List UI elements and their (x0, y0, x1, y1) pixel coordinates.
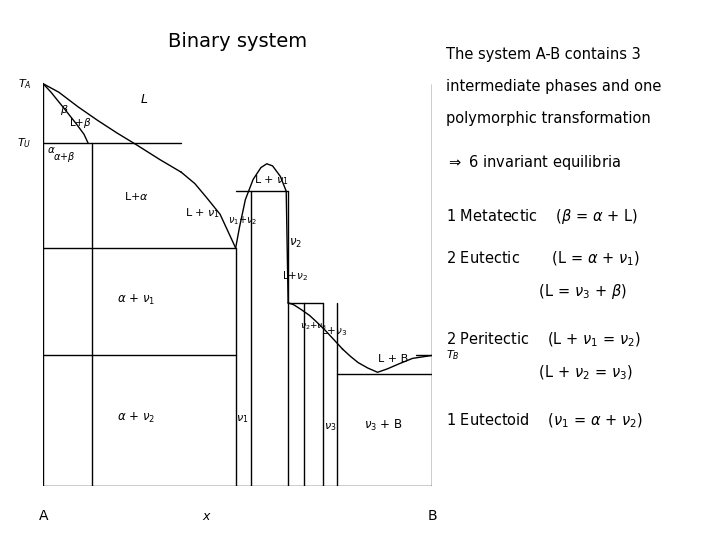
Text: $\nu_3$: $\nu_3$ (324, 421, 336, 433)
Text: $\nu_2$+$\nu_3$: $\nu_2$+$\nu_3$ (300, 320, 327, 332)
Text: 1 Metatectic    ($\beta$ = $\alpha$ + L): 1 Metatectic ($\beta$ = $\alpha$ + L) (446, 206, 638, 226)
Text: L+$\alpha$: L+$\alpha$ (124, 190, 149, 201)
Text: B: B (427, 509, 437, 523)
Text: L+$\nu_3$: L+$\nu_3$ (321, 325, 347, 338)
Text: $\alpha$+$\beta$: $\alpha$+$\beta$ (53, 150, 76, 164)
Text: (L = $\nu_3$ + $\beta$): (L = $\nu_3$ + $\beta$) (446, 282, 627, 301)
Text: $\nu_1$: $\nu_1$ (236, 413, 249, 424)
Text: $\alpha$: $\alpha$ (48, 145, 56, 156)
Text: polymorphic transformation: polymorphic transformation (446, 111, 651, 126)
Text: $T_U$: $T_U$ (17, 136, 32, 150)
Text: 2 Eutectic       (L = $\alpha$ + $\nu_1$): 2 Eutectic (L = $\alpha$ + $\nu_1$) (446, 250, 640, 268)
Text: The system A-B contains 3: The system A-B contains 3 (446, 46, 641, 62)
Text: (L + $\nu_2$ = $\nu_3$): (L + $\nu_2$ = $\nu_3$) (446, 363, 633, 382)
Text: $\alpha$ + $\nu_2$: $\alpha$ + $\nu_2$ (117, 411, 156, 425)
Text: L + B: L + B (378, 354, 408, 364)
Text: intermediate phases and one: intermediate phases and one (446, 79, 662, 94)
Text: $T_A$: $T_A$ (18, 77, 32, 91)
Text: $\nu_2$: $\nu_2$ (289, 237, 302, 250)
Text: $\nu_1$+$\nu_2$: $\nu_1$+$\nu_2$ (228, 214, 257, 227)
Text: $\nu_3$ + B: $\nu_3$ + B (364, 418, 402, 433)
Text: L + $\nu_1$: L + $\nu_1$ (185, 206, 220, 220)
Text: L + $\nu_1$: L + $\nu_1$ (254, 173, 289, 186)
Text: L+$\nu_2$: L+$\nu_2$ (282, 269, 308, 284)
Text: $\alpha$ + $\nu_1$: $\alpha$ + $\nu_1$ (117, 293, 156, 307)
Text: L+$\beta$: L+$\beta$ (68, 116, 91, 130)
Text: $\Rightarrow$ 6 invariant equilibria: $\Rightarrow$ 6 invariant equilibria (446, 152, 621, 172)
Text: 1 Eutectoid    ($\nu_1$ = $\alpha$ + $\nu_2$): 1 Eutectoid ($\nu_1$ = $\alpha$ + $\nu_2… (446, 412, 644, 430)
Text: A: A (38, 509, 48, 523)
Text: L: L (141, 93, 148, 106)
Text: Binary system: Binary system (168, 32, 307, 51)
Text: $T_B$: $T_B$ (446, 348, 459, 362)
Text: x: x (203, 510, 210, 523)
Text: $\beta$: $\beta$ (60, 103, 69, 117)
Text: 2 Peritectic    (L + $\nu_1$ = $\nu_2$): 2 Peritectic (L + $\nu_1$ = $\nu_2$) (446, 331, 641, 349)
